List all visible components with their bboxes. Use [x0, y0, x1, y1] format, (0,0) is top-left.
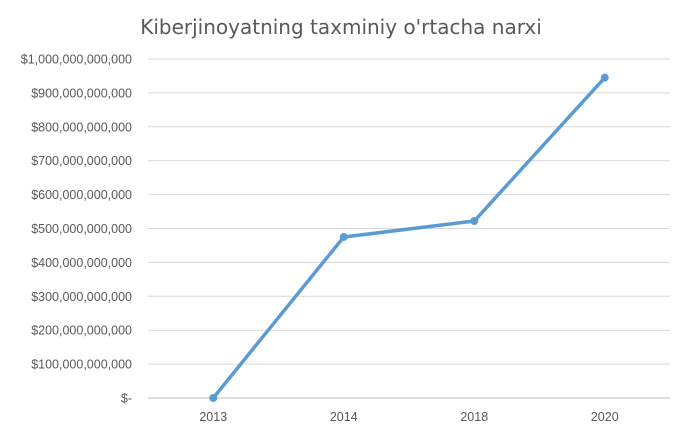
y-tick-label: $800,000,000,000 — [31, 120, 132, 134]
x-tick-label: 2013 — [199, 410, 227, 424]
data-point — [209, 394, 218, 402]
y-tick-label: $1,000,000,000,000 — [21, 53, 132, 67]
x-tick-label: 2018 — [460, 410, 488, 424]
y-tick-label: $500,000,000,000 — [31, 222, 132, 236]
y-tick-label: $300,000,000,000 — [31, 290, 132, 304]
series-line — [211, 75, 607, 400]
y-tick-label: $100,000,000,000 — [31, 358, 132, 372]
y-tick-label: $200,000,000,000 — [31, 324, 132, 338]
x-tick-label: 2020 — [591, 410, 619, 424]
x-axis-tick-labels: 2013 2014 2018 2020 — [199, 410, 618, 424]
series-group — [209, 73, 609, 402]
data-point — [600, 73, 609, 82]
data-point — [470, 217, 479, 226]
y-tick-label: $700,000,000,000 — [31, 154, 132, 168]
chart-title: Kiberjinoyatning taxminiy o'rtacha narxi — [140, 15, 542, 39]
y-tick-label: $600,000,000,000 — [31, 188, 132, 202]
data-point — [339, 232, 348, 241]
y-tick-label: $900,000,000,000 — [31, 86, 132, 100]
y-tick-label: $400,000,000,000 — [31, 256, 132, 270]
y-tick-label: $- — [121, 392, 132, 406]
y-axis-tick-labels: $- $100,000,000,000 $200,000,000,000 $300,0… — [21, 53, 132, 406]
x-tick-label: 2014 — [330, 410, 358, 424]
